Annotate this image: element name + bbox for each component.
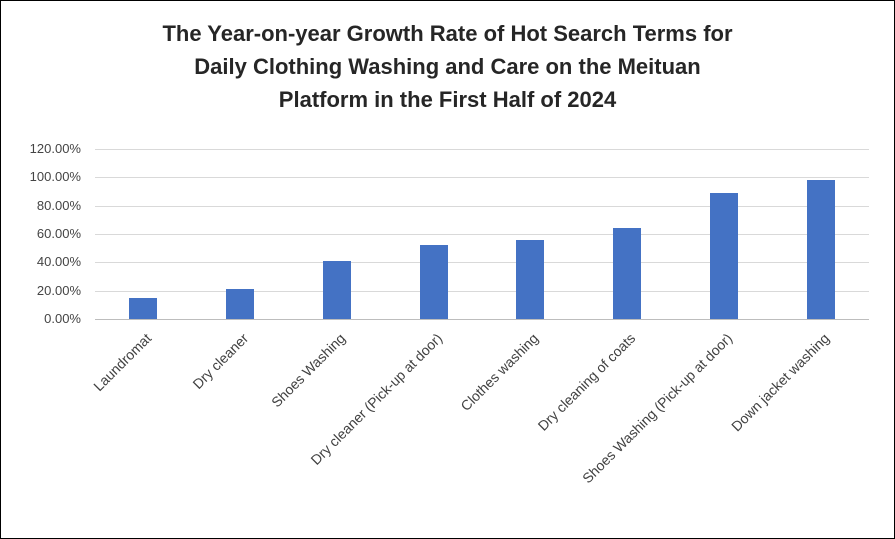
bar [806,180,835,319]
x-axis-category-label: Laundromat [90,330,155,395]
bar [613,228,642,319]
bar [129,297,158,319]
y-axis-tick-label: 60.00% [36,226,81,241]
bar [226,289,255,319]
y-axis-tick-label: 0.00% [44,311,81,326]
y-axis-tick-label: 100.00% [29,169,81,185]
bar [709,192,738,319]
y-axis-tick-label: 120.00% [29,141,81,156]
x-axis-category-label: Shoes Washing [267,330,349,411]
y-axis-tick-label: 40.00% [36,254,81,270]
chart-title: The Year-on-year Growth Rate of Hot Sear… [1,17,894,116]
x-axis-category-label: Down jacket washing [727,330,832,435]
gridline [95,262,869,264]
x-axis: Laundromat Dry cleaner Shoes Washing Dry cl… [91,320,869,535]
y-axis-tick-label: 20.00% [36,282,81,298]
chart-title-line-3: Platform in the First Half of 2024 [278,87,617,112]
gridline [95,177,869,179]
x-axis-category-label: Dry cleaning of coats [534,330,639,434]
bar [322,260,351,319]
plot-area [95,149,869,320]
chart-title-line-1: The Year-on-year Growth Rate of Hot Sear… [162,21,733,46]
x-axis-category-label: Shoes Washing (Pick-up at door) [578,330,736,487]
y-axis-tick-label: 80.00% [36,197,81,213]
bar [419,245,448,319]
gridline [95,205,869,207]
gridline [95,234,869,235]
bar [516,239,545,319]
x-axis-category-label: Dry cleaner (Pick-up at door) [307,330,445,468]
gridline [95,290,869,292]
gridline [95,149,869,150]
x-axis-line [95,319,869,320]
x-axis-category-label: Clothes washing [457,330,542,414]
y-axis: 0.00% 20.00% 40.00% 60.00% 80.00% 100.00% 120.… [1,141,87,326]
x-axis-category-label: Dry cleaner [189,330,252,392]
chart-title-line-2: Daily Clothing Washing and Care on the M… [194,54,701,79]
